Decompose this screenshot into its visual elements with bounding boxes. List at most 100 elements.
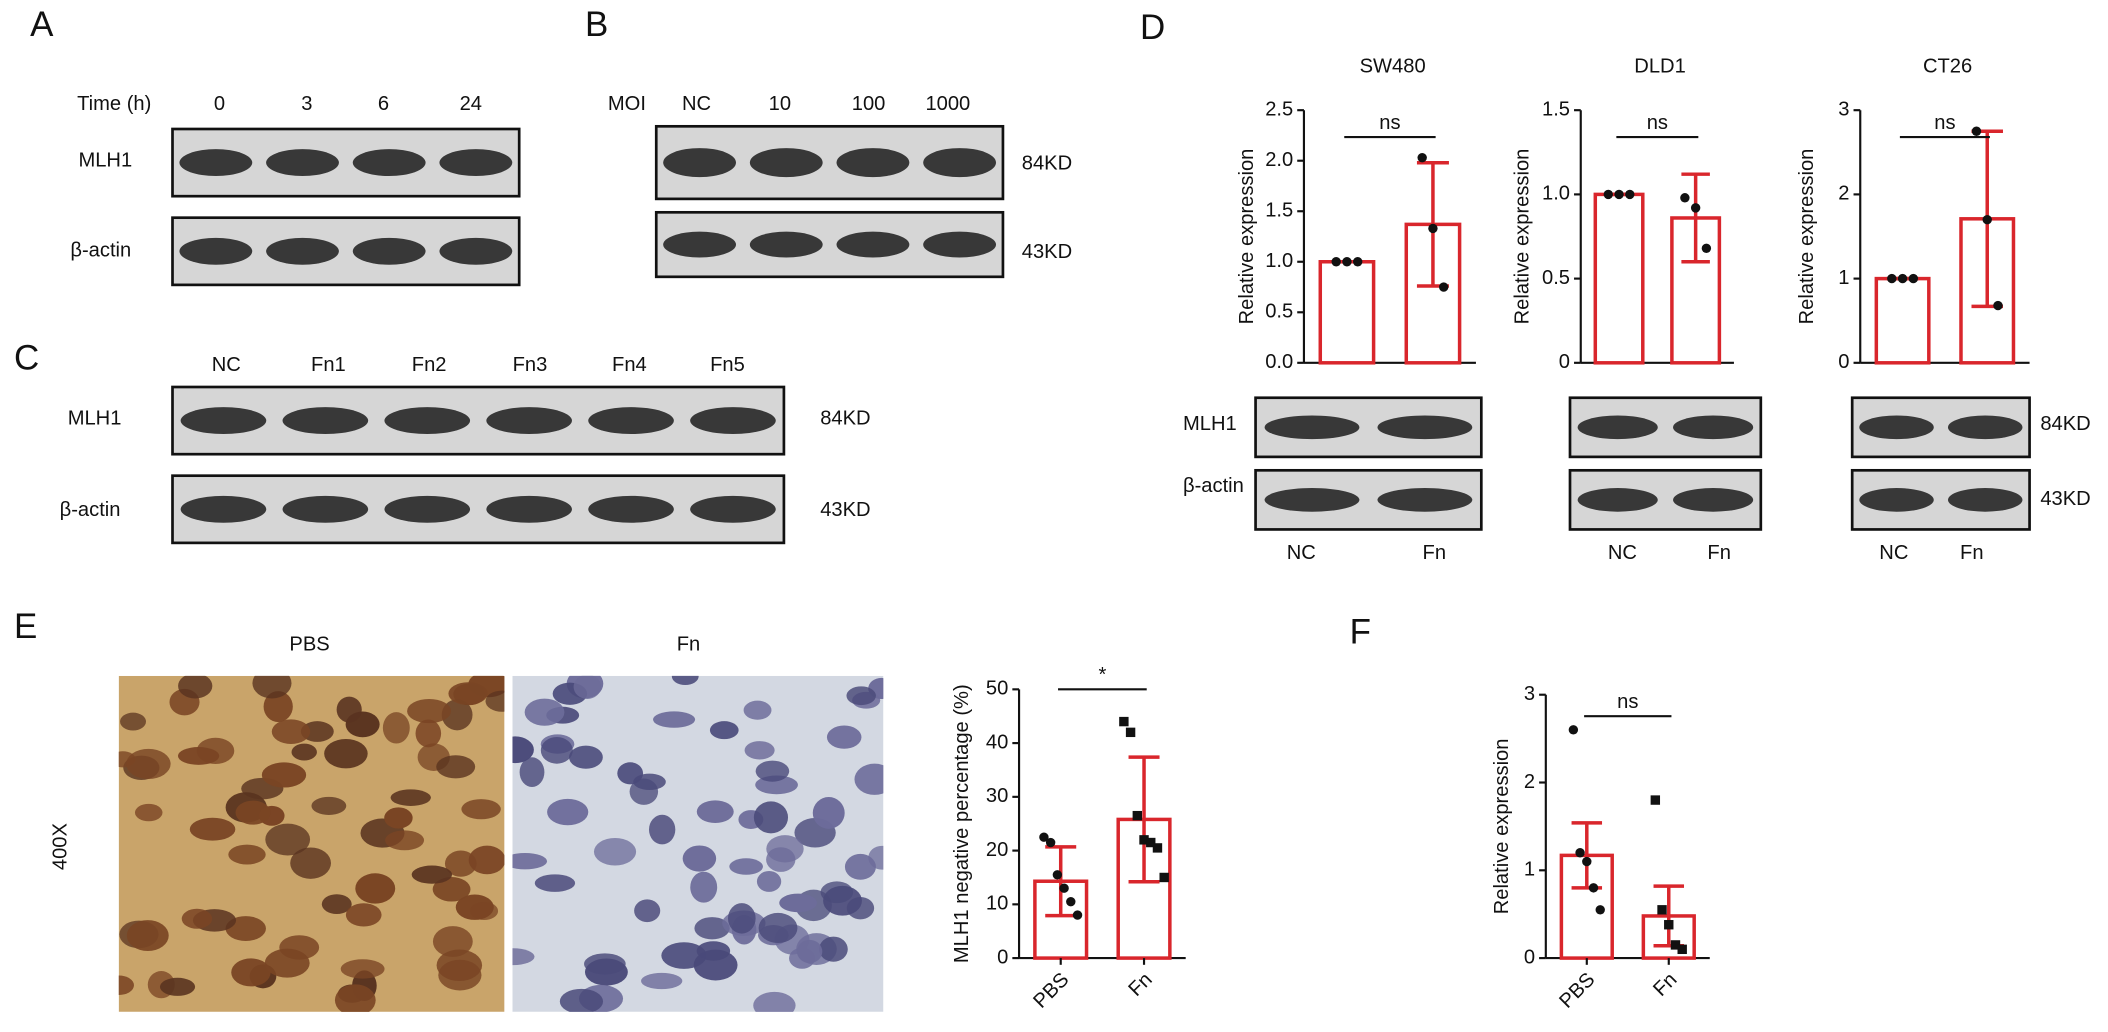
y-tick-label: 2 [1524,771,1535,793]
y-tick-label: 2.0 [1265,149,1293,171]
data-point [1664,920,1674,930]
size-label: 43KD [2040,488,2090,510]
data-point [1428,223,1438,234]
y-tick-label: 0.0 [1265,351,1293,373]
lane-label: 1000 [925,93,970,115]
nucleus [126,920,169,951]
nucleus [231,958,271,987]
data-point [1146,837,1156,848]
band [588,407,674,435]
band [486,495,572,523]
nucleus [819,936,848,962]
y-tick-label: 0 [997,946,1008,968]
band [282,495,369,523]
nucleus [779,893,817,913]
data-point [1670,940,1681,950]
nucleus [709,721,739,740]
band [1377,415,1473,440]
nucleus [291,743,317,761]
nucleus [436,755,476,779]
data-point [1588,883,1599,893]
nucleus [846,896,875,920]
data-point [1971,126,1982,136]
band [439,149,513,177]
y-tick-label: 1.5 [1542,99,1570,121]
nucleus [300,721,334,742]
band [266,149,339,177]
row-label: β-actin [70,240,131,262]
significance-label: ns [1379,112,1400,134]
nucleus [252,675,292,699]
band [836,148,910,178]
band [1577,415,1658,440]
y-tick-label: 3 [1838,99,1849,121]
lane-label: 0 [214,93,225,115]
y-tick-label: 3 [1524,683,1535,705]
nucleus [693,949,738,981]
band [690,407,776,435]
band [384,407,471,435]
band [1264,415,1360,440]
data-point [1897,273,1908,284]
band [282,407,369,435]
significance-label: * [1098,664,1106,686]
size-label: 43KD [820,499,870,521]
row-label: MLH1 [68,408,122,430]
nucleus [265,823,311,856]
data-point [1152,843,1163,853]
band [836,231,910,258]
nucleus [461,799,501,820]
band [1577,488,1658,512]
panel-letter: A [30,5,54,44]
nucleus [384,807,413,829]
nucleus [844,853,876,880]
blot [171,474,786,545]
nucleus [436,949,483,982]
data-point [1603,189,1613,200]
lane-label: Fn5 [710,354,745,376]
nucleus [279,935,320,960]
y-tick-label: 1.0 [1542,183,1570,205]
nucleus [390,789,431,806]
size-label: 84KD [820,408,870,430]
nucleus [448,682,488,705]
image-label: PBS [289,633,329,655]
nucleus [690,871,718,903]
band [1264,488,1360,512]
lane-label: 3 [301,93,312,115]
nucleus [846,686,876,706]
data-point [1677,944,1687,955]
nucleus [648,814,676,845]
nucleus [753,991,796,1012]
nucleus [826,725,862,749]
nucleus [311,796,347,815]
blot-header: Time (h) [77,93,151,115]
nucleus [485,690,505,712]
nucleus [228,844,266,865]
y-axis-label: Relative expression [1491,739,1513,915]
nucleus [382,712,410,744]
y-tick-label: 1.0 [1265,250,1293,272]
nucleus [766,835,804,863]
y-axis-label: Relative expression [1236,149,1258,325]
data-point [1331,257,1341,267]
data-point [1132,810,1143,821]
band [749,231,823,258]
data-point [1657,905,1667,915]
data-point [1139,835,1149,845]
nucleus [196,737,235,764]
nucleus [758,912,798,943]
band [1859,488,1934,512]
y-tick-label: 2 [1838,183,1849,205]
nucleus [727,903,756,934]
nucleus [540,737,573,764]
band [352,237,426,265]
nucleus [321,894,352,914]
band [588,495,674,523]
nucleus [744,741,775,760]
nucleus [524,698,565,726]
band [1673,488,1754,512]
y-tick-label: 10 [986,893,1008,915]
